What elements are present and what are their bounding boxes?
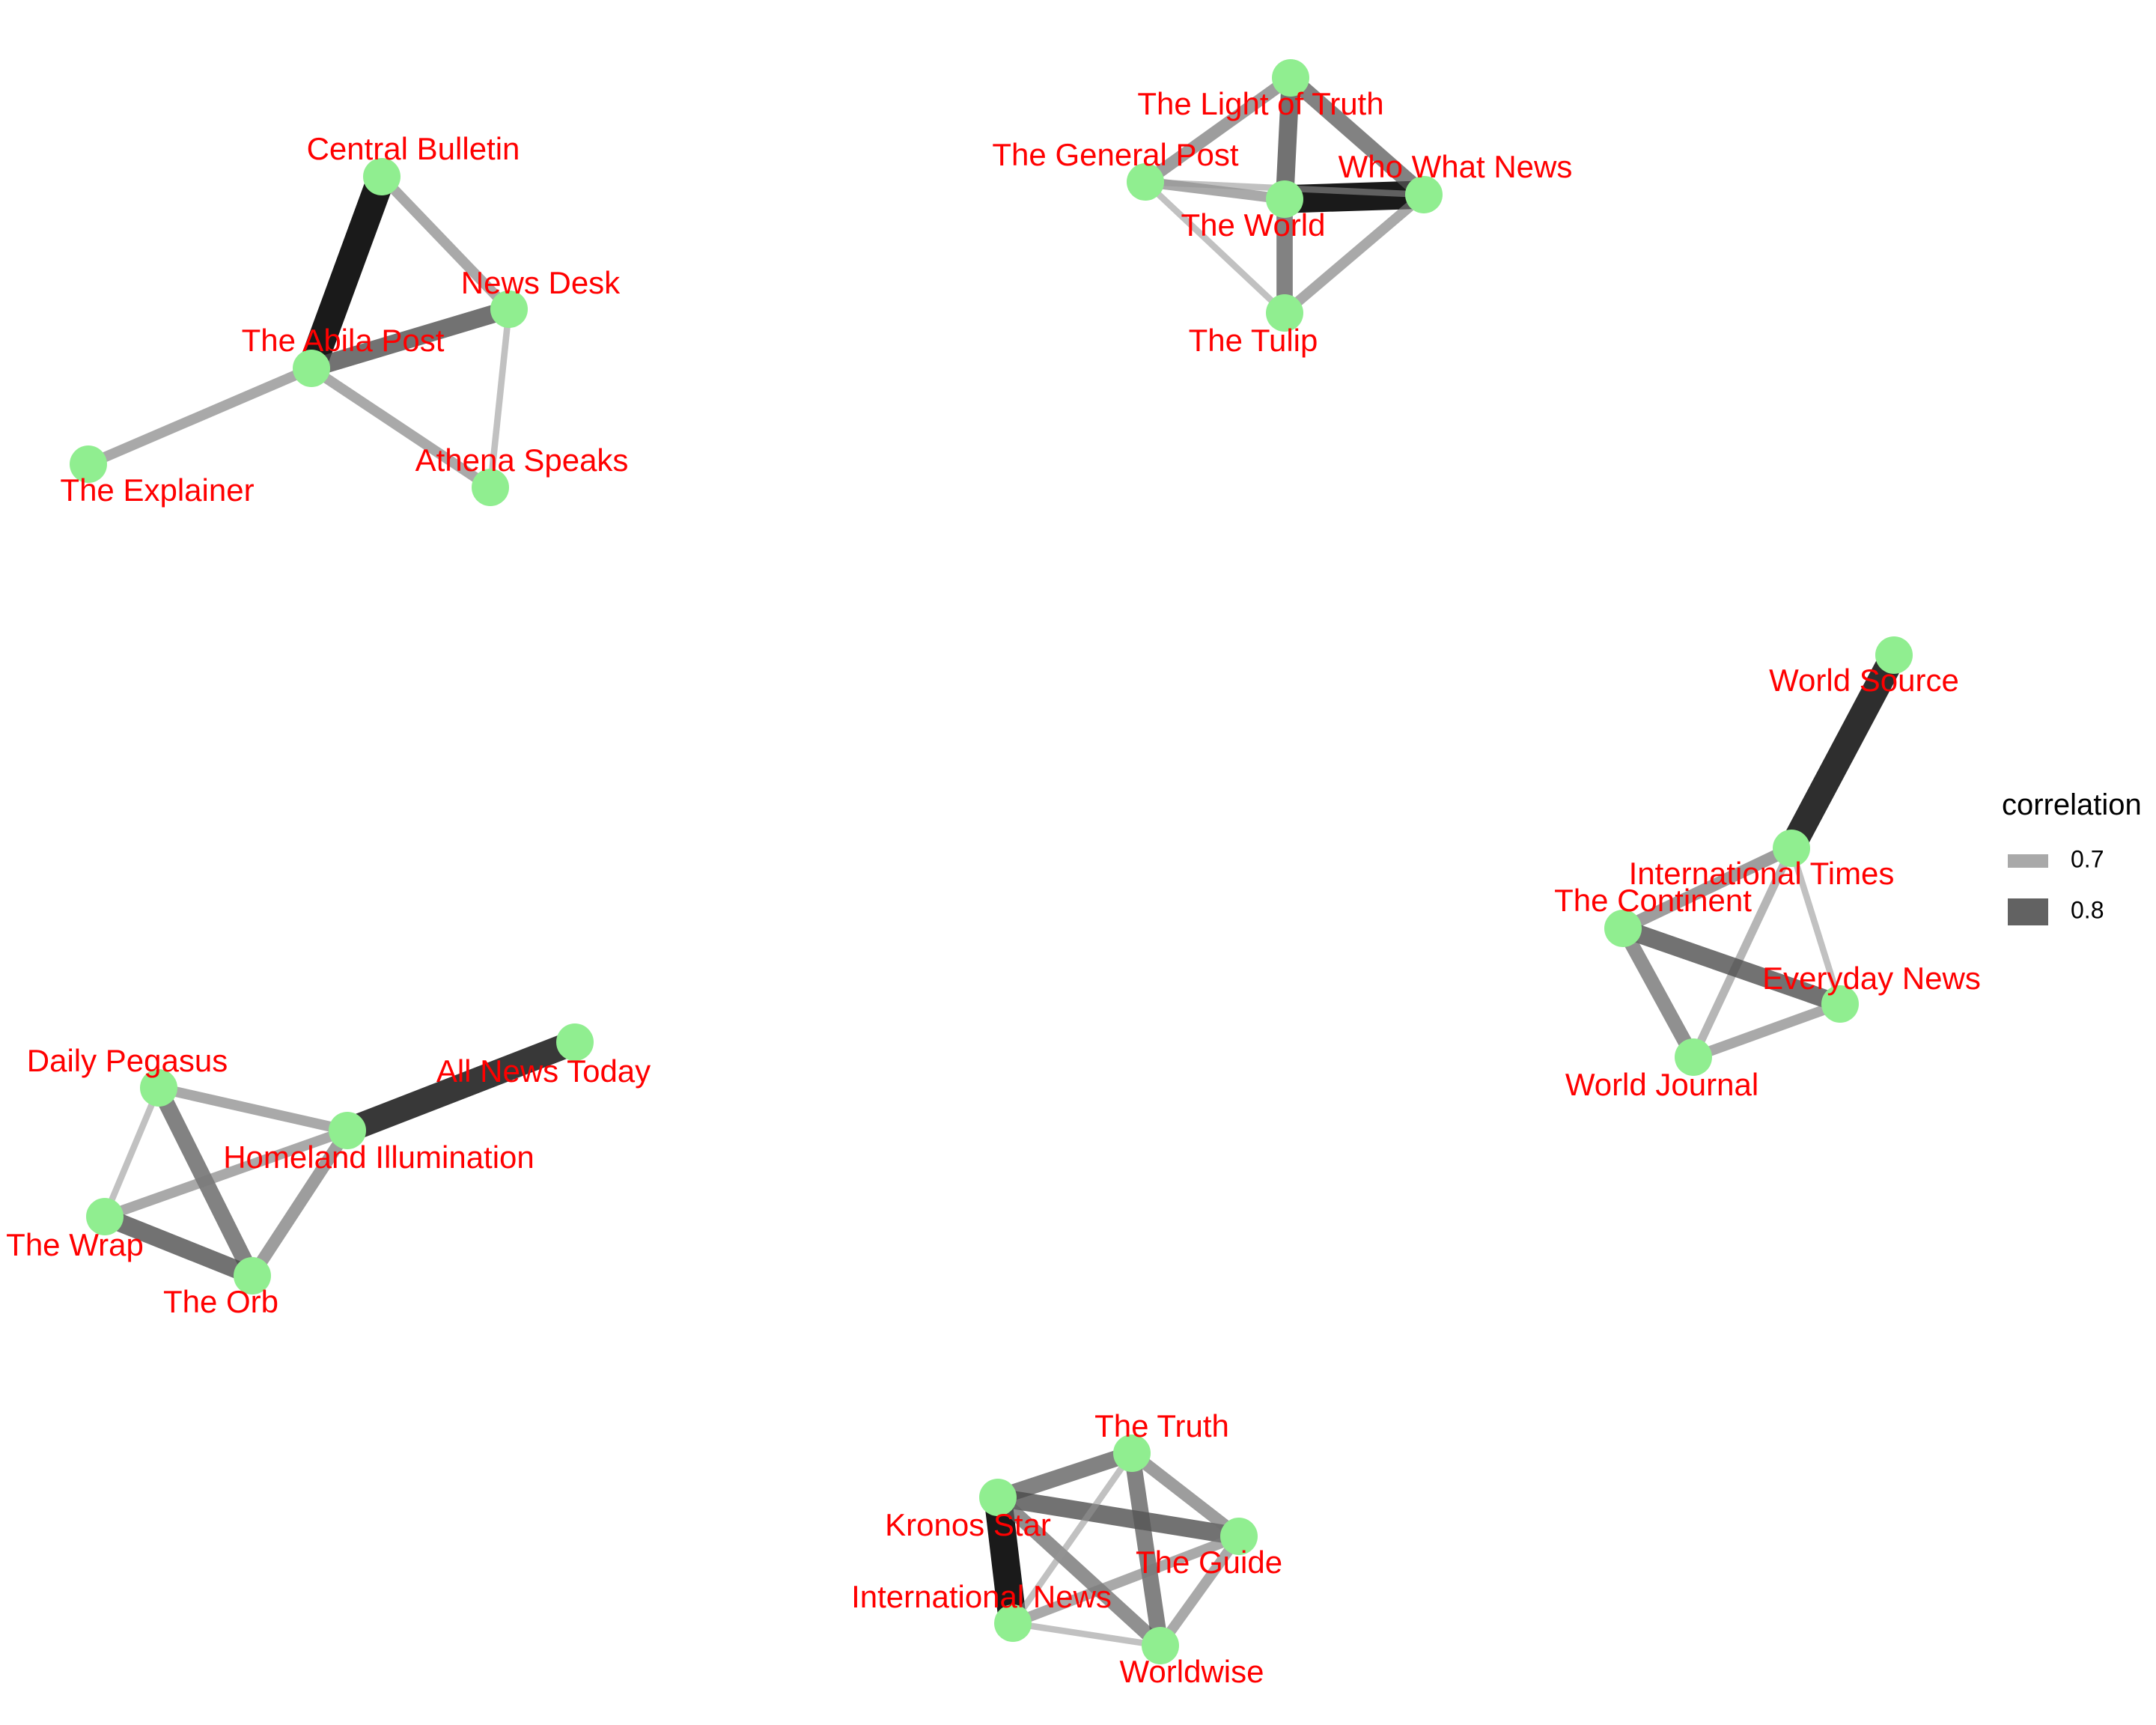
node-the-world [1266, 180, 1303, 218]
node-abila-post [293, 350, 330, 387]
node-label-the-wrap: The Wrap [6, 1227, 144, 1262]
node-label-who-what-news: Who What News [1339, 149, 1573, 184]
legend-title: correlation [2002, 788, 2142, 821]
node-light-of-truth [1272, 59, 1309, 97]
edge-international-times-everyday-news [1788, 847, 1844, 1006]
legend-entries: 0.7 0.8 [2008, 845, 2104, 925]
node-central-bulletin [363, 158, 401, 195]
legend-label-0: 0.7 [2071, 845, 2104, 872]
node-label-world-source: World Source [1769, 663, 1959, 698]
edge-the-continent-everyday-news [1620, 919, 1843, 1013]
node-label-all-news-today: All News Today [436, 1053, 651, 1089]
node-label-homeland-illumination: Homeland Illumination [223, 1140, 535, 1175]
edge-the-truth-worldwise [1124, 1452, 1169, 1647]
edge-the-truth-international-news [1010, 1451, 1135, 1625]
node-homeland-illumination [329, 1112, 366, 1149]
node-the-orb [234, 1257, 271, 1294]
edge-homeland-illumination-the-orb [247, 1127, 353, 1280]
edges-layer [86, 71, 1906, 1652]
node-label-the-orb: The Orb [163, 1284, 278, 1319]
node-label-abila-post: The Abila Post [242, 323, 445, 358]
edge-who-what-news-the-tulip [1281, 190, 1428, 317]
node-the-guide [1220, 1518, 1258, 1555]
node-explainer [70, 445, 107, 483]
node-label-the-tulip: The Tulip [1189, 323, 1318, 358]
node-the-continent [1604, 910, 1642, 947]
edge-kronos-star-worldwise [993, 1491, 1166, 1652]
node-label-worldwise: Worldwise [1120, 1654, 1264, 1689]
edge-daily-pegasus-homeland-illumination [157, 1083, 349, 1136]
edge-the-wrap-homeland-illumination [103, 1125, 350, 1222]
node-all-news-today [556, 1023, 594, 1061]
edge-light-of-truth-general-post [1142, 73, 1294, 187]
node-international-news [994, 1604, 1032, 1642]
edge-abila-post-explainer [86, 363, 314, 469]
edge-light-of-truth-who-what-news [1285, 71, 1430, 201]
edge-international-times-world-journal [1689, 846, 1796, 1059]
edge-kronos-star-international-news [984, 1495, 1027, 1625]
edge-the-truth-the-guide [1127, 1448, 1243, 1542]
node-world-source [1875, 636, 1913, 674]
node-label-the-guide: The Guide [1136, 1545, 1282, 1580]
node-kronos-star [979, 1479, 1017, 1516]
edge-abila-post-athena-speaks [308, 364, 493, 492]
nodes-layer [70, 59, 1913, 1664]
node-label-athena-speaks: Athena Speaks [415, 442, 629, 478]
node-label-general-post: The General Post [992, 137, 1239, 172]
node-the-truth [1113, 1435, 1151, 1472]
node-label-the-continent: The Continent [1554, 883, 1752, 918]
edge-light-of-truth-the-world [1275, 77, 1300, 200]
node-who-what-news [1405, 176, 1443, 213]
node-label-the-truth: The Truth [1094, 1408, 1229, 1443]
node-label-international-news: International News [851, 1579, 1112, 1614]
edge-the-continent-world-journal [1616, 925, 1700, 1061]
edge-news-desk-athena-speaks [487, 308, 513, 488]
node-label-explainer: The Explainer [60, 472, 254, 508]
edge-international-news-worldwise [1012, 1619, 1161, 1649]
node-label-central-bulletin: Central Bulletin [307, 131, 520, 166]
node-general-post [1127, 163, 1164, 201]
edge-world-source-international-times [1779, 648, 1906, 855]
node-worldwise [1142, 1627, 1179, 1664]
node-daily-pegasus [140, 1069, 177, 1107]
node-everyday-news [1821, 985, 1859, 1023]
node-international-times [1773, 830, 1810, 867]
edge-the-wrap-the-orb [101, 1208, 256, 1285]
node-label-everyday-news: Everyday News [1762, 961, 1981, 996]
edge-the-guide-worldwise [1156, 1533, 1243, 1649]
edge-daily-pegasus-the-wrap [102, 1086, 162, 1218]
node-label-daily-pegasus: Daily Pegasus [27, 1043, 228, 1078]
node-label-news-desk: News Desk [461, 265, 621, 300]
node-label-international-times: International Times [1629, 856, 1895, 891]
legend: correlation 0.7 0.8 [2002, 788, 2142, 925]
edge-central-bulletin-abila-post [298, 171, 395, 374]
edge-everyday-news-world-journal [1691, 999, 1842, 1062]
node-the-wrap [86, 1198, 124, 1235]
labels-layer: Central Bulletin News Desk The Abila Post T… [6, 86, 1981, 1689]
node-label-kronos-star: Kronos Star [885, 1507, 1051, 1542]
node-the-tulip [1266, 294, 1303, 332]
node-world-journal [1675, 1038, 1712, 1076]
node-label-light-of-truth: The Light of Truth [1137, 86, 1383, 121]
edge-homeland-illumination-all-news-today [342, 1030, 580, 1143]
legend-label-1: 0.8 [2071, 896, 2104, 923]
edge-kronos-star-the-guide [996, 1488, 1240, 1545]
edge-abila-post-news-desk [308, 300, 512, 377]
edge-international-times-the-continent [1620, 842, 1794, 934]
edge-the-guide-international-news [1011, 1531, 1241, 1628]
edge-central-bulletin-news-desk [378, 173, 513, 313]
node-athena-speaks [472, 469, 509, 506]
edge-general-post-the-tulip [1143, 179, 1287, 316]
edge-kronos-star-the-truth [995, 1445, 1135, 1506]
node-news-desk [490, 290, 528, 328]
node-label-the-world: The World [1181, 207, 1326, 243]
node-label-world-journal: World Journal [1565, 1067, 1758, 1102]
